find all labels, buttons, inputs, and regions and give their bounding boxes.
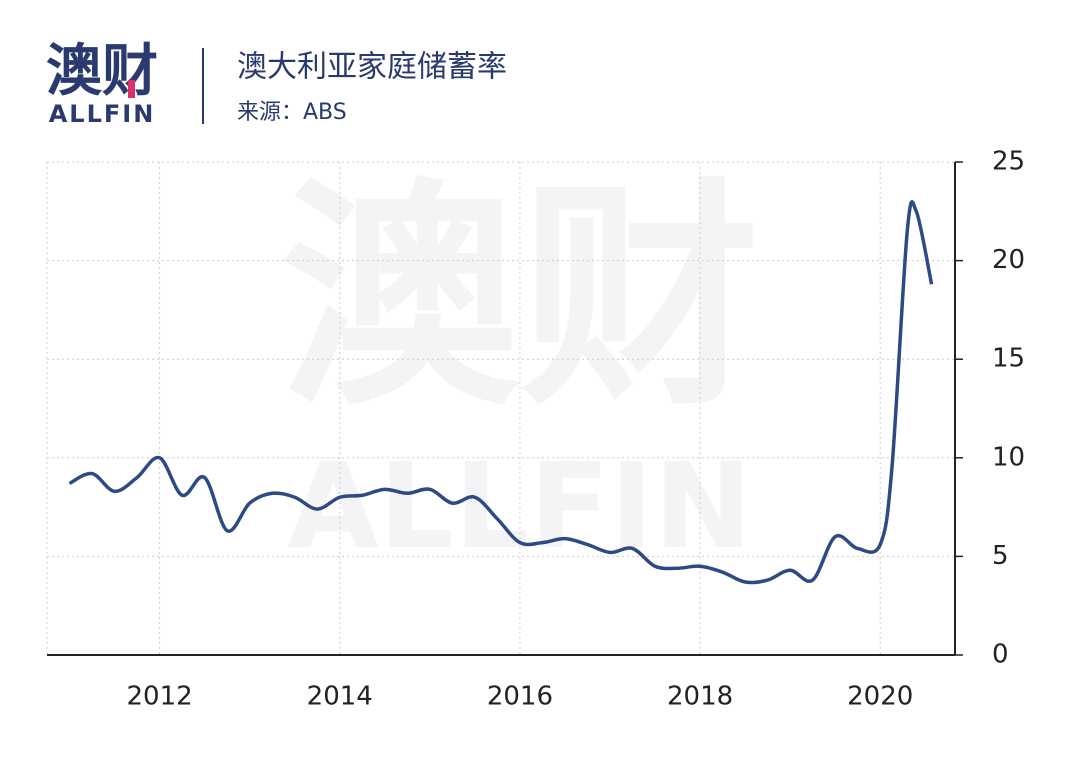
logo-mark: 澳财	[46, 39, 158, 104]
y-tick-label: 5	[992, 541, 1009, 571]
x-tick-label: 2014	[307, 682, 373, 712]
x-tick-label: 2018	[667, 682, 733, 712]
y-tick-label: 10	[992, 442, 1025, 472]
chart-subtitle: 来源：ABS	[237, 100, 347, 125]
y-tick-label: 0	[992, 640, 1009, 670]
line	[68, 200, 934, 585]
y-tick-label: 20	[992, 245, 1025, 275]
logo-accent	[128, 80, 135, 98]
x-tick-label: 2020	[847, 682, 913, 712]
y-tick-label: 25	[992, 147, 1025, 177]
logo-name: ALLFIN	[49, 100, 156, 128]
y-tick-label: 15	[992, 344, 1025, 374]
chart-title: 澳大利亚家庭储蓄率	[237, 50, 507, 85]
x-tick-label: 2012	[127, 682, 193, 712]
x-tick-label: 2016	[487, 682, 553, 712]
